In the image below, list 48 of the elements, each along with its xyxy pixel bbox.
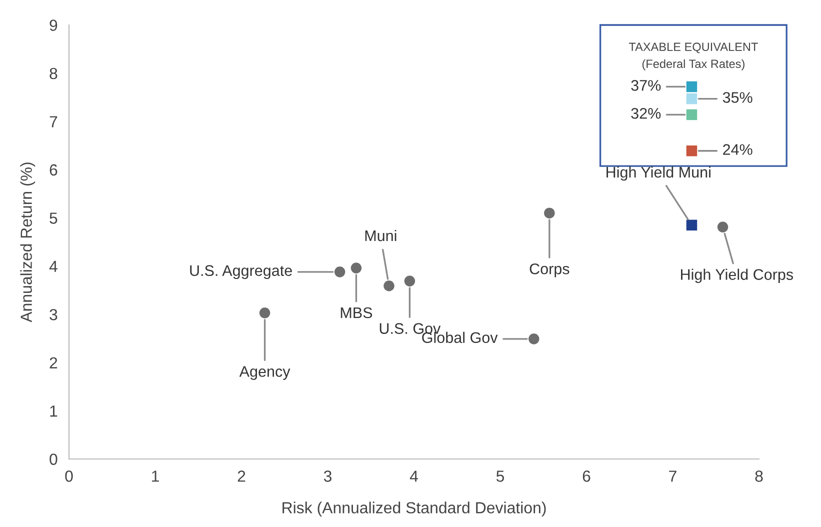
text: Muni bbox=[365, 230, 396, 242]
x-tick-label: 1 bbox=[152, 470, 159, 482]
x-tick-label: 2 bbox=[238, 470, 246, 482]
point bbox=[404, 276, 416, 286]
x-tick-label: 5 bbox=[496, 470, 504, 482]
text: Agency bbox=[239, 366, 290, 380]
text: MBS bbox=[340, 307, 372, 318]
y-tick-label: 6 bbox=[50, 164, 58, 176]
point bbox=[544, 208, 555, 218]
point bbox=[259, 308, 270, 318]
text: Corps bbox=[530, 263, 570, 278]
x-tick-label: 7 bbox=[669, 470, 676, 482]
y-tick-label: 4 bbox=[49, 260, 58, 272]
point bbox=[350, 262, 362, 274]
point bbox=[686, 220, 698, 230]
x-tick-label: 8 bbox=[755, 470, 763, 482]
annotation: TAXABLE EQUIVALENT (Federal Tax Rates) bbox=[628, 42, 758, 70]
text: High Yield Muni bbox=[606, 166, 710, 181]
series-label: 32% bbox=[631, 108, 661, 119]
y-tick-label: 3 bbox=[50, 308, 58, 320]
x-tick-label: 6 bbox=[582, 470, 590, 482]
x-axis-title: Risk (Annualized Standard Deviation) bbox=[282, 502, 546, 517]
point bbox=[686, 145, 698, 156]
series-label: 24% bbox=[723, 144, 752, 155]
y-tick-label: 0 bbox=[50, 454, 58, 465]
x-tick-label: 4 bbox=[410, 470, 418, 482]
y-tick-label: 5 bbox=[50, 212, 58, 224]
text: Global Gov bbox=[422, 332, 498, 344]
series-label: 37% bbox=[631, 80, 661, 91]
point bbox=[686, 81, 698, 92]
point bbox=[686, 93, 698, 104]
y-tick-label: 2 bbox=[50, 357, 58, 368]
point bbox=[334, 266, 346, 278]
y-axis-title: Annualized Return (%) bbox=[20, 162, 36, 322]
x-tick-label: 0 bbox=[65, 470, 73, 482]
text: U.S. Aggregate bbox=[190, 265, 292, 280]
point bbox=[686, 109, 698, 120]
series-label: 35% bbox=[722, 92, 752, 103]
y-tick-label: 8 bbox=[50, 68, 58, 80]
y-tick-label: 7 bbox=[50, 116, 58, 128]
text: High Yield Corps bbox=[681, 268, 794, 283]
point bbox=[528, 334, 540, 344]
text: U.S. Gov bbox=[380, 323, 441, 334]
x-tick-label: 3 bbox=[324, 470, 332, 482]
point bbox=[384, 280, 394, 292]
point bbox=[717, 222, 728, 232]
y-tick-label: 1 bbox=[50, 406, 58, 417]
y-tick-label: 9 bbox=[50, 20, 58, 31]
